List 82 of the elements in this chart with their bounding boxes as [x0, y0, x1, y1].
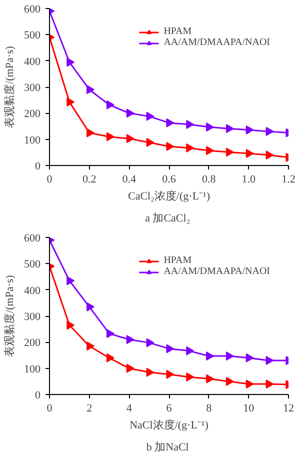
text: a 加CaCl₂ — [145, 212, 190, 224]
y-tick-label: 200 — [24, 337, 41, 350]
point — [126, 108, 134, 118]
x-tick-label: 12 — [283, 402, 294, 414]
y-tick-label: 300 — [24, 82, 41, 94]
y-axis-title: 表观黏度/(mPa·s) — [3, 46, 16, 128]
point — [186, 143, 194, 152]
point — [66, 97, 75, 106]
point — [66, 276, 75, 286]
y-tick-label: 500 — [24, 258, 41, 271]
x-tick-label: 8 — [206, 402, 212, 414]
y-tick-label: 0 — [35, 390, 41, 402]
point — [146, 368, 154, 377]
point — [226, 124, 234, 134]
x-tick-label: 0 — [46, 174, 53, 186]
legend-label: HPAM — [164, 255, 192, 266]
point — [186, 346, 194, 356]
point — [86, 342, 94, 351]
point — [166, 118, 174, 128]
point — [66, 58, 75, 67]
x-tick-label: 0.8 — [202, 174, 216, 186]
text: b 加NaCl — [146, 440, 189, 454]
y-tick-label: 100 — [24, 363, 41, 376]
x-axis-title: CaCl₂浓度/(g·L⁻¹) — [128, 190, 210, 202]
point — [206, 122, 214, 132]
point — [246, 125, 254, 134]
point — [146, 338, 154, 348]
point — [66, 320, 75, 330]
point — [206, 374, 214, 384]
point — [146, 112, 154, 121]
y-tick-label: 600 — [24, 232, 41, 244]
point — [266, 380, 274, 389]
x-tick-label: 0.6 — [162, 174, 176, 186]
point — [226, 352, 234, 361]
x-tick-label: 0.2 — [82, 174, 96, 186]
point — [106, 329, 114, 338]
point — [126, 364, 134, 373]
y-tick-label: 400 — [24, 284, 41, 297]
point — [266, 356, 274, 365]
x-tick-label: 0 — [46, 402, 53, 414]
y-tick-label: 500 — [24, 30, 41, 42]
point — [246, 148, 254, 158]
point — [246, 380, 254, 389]
x-tick-label: 6 — [166, 402, 172, 414]
point — [146, 138, 154, 147]
x-tick-label: 4 — [126, 402, 132, 414]
point — [206, 146, 214, 156]
point — [226, 148, 234, 157]
point — [126, 335, 134, 344]
point — [106, 132, 114, 142]
y-tick-label: 0 — [35, 160, 41, 172]
x-tick-label: 2 — [86, 402, 92, 414]
point — [106, 353, 114, 362]
point — [206, 352, 214, 361]
legend-label: AA/AM/DMAAPA/NAOI — [164, 266, 270, 277]
point — [126, 134, 134, 144]
y-tick-label: 600 — [24, 4, 41, 16]
point — [266, 126, 274, 136]
point — [186, 372, 194, 382]
point — [186, 120, 194, 129]
y-axis-title: 表观黏度/(mPa·s) — [3, 274, 16, 357]
point — [226, 376, 234, 386]
x-axis-title: NaCl浓度/(g·L⁻¹) — [130, 418, 209, 432]
legend-label: AA/AM/DMAAPA/NAOI — [164, 37, 270, 48]
point — [106, 100, 114, 110]
point — [86, 302, 94, 312]
point — [246, 353, 254, 362]
legend-label: HPAM — [164, 26, 192, 37]
point — [86, 128, 94, 138]
x-tick-label: 1.2 — [282, 174, 296, 186]
y-tick-label: 200 — [24, 108, 41, 120]
y-tick-label: 100 — [24, 134, 41, 146]
point — [166, 344, 174, 354]
x-tick-label: 0.4 — [122, 174, 137, 186]
y-tick-label: 400 — [24, 56, 41, 68]
y-tick-label: 300 — [24, 311, 41, 323]
point — [266, 150, 274, 160]
point — [166, 370, 174, 379]
point — [86, 85, 94, 94]
x-tick-label: 1.0 — [242, 174, 256, 186]
x-tick-label: 10 — [243, 402, 255, 414]
point — [166, 142, 174, 151]
